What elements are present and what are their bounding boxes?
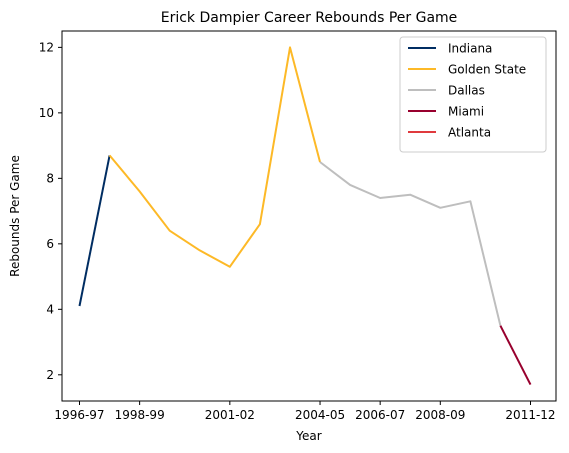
series-line-golden-state bbox=[108, 46, 321, 268]
x-axis-ticks: 1996-97 1998-99 2001-02 2004-05 2006-07 2008-… bbox=[54, 401, 556, 422]
y-tick-label: 4 bbox=[46, 302, 54, 316]
legend-label: Atlanta bbox=[448, 126, 491, 140]
plot-frame bbox=[61, 30, 557, 402]
y-axis-label: Rebounds Per Game bbox=[8, 155, 22, 277]
chart-title: Erick Dampier Career Rebounds Per Game bbox=[161, 10, 458, 26]
x-tick-label: 1996-97 bbox=[54, 408, 104, 422]
legend-label: Indiana bbox=[448, 42, 492, 56]
x-tick-label: 2006-07 bbox=[355, 408, 405, 422]
series-line-miami bbox=[499, 325, 532, 386]
legend-box bbox=[399, 36, 547, 153]
y-tick-label: 12 bbox=[39, 40, 54, 54]
series-line-dallas bbox=[319, 161, 502, 326]
x-axis-label: Year bbox=[295, 429, 321, 443]
series-line-indiana bbox=[78, 155, 111, 307]
y-tick-label: 8 bbox=[46, 171, 54, 185]
y-axis-ticks: 2 4 6 8 10 12 bbox=[39, 40, 62, 382]
y-tick-label: 2 bbox=[46, 368, 54, 382]
legend-label: Miami bbox=[448, 105, 484, 119]
y-tick-label: 10 bbox=[39, 106, 54, 120]
series-lines bbox=[78, 46, 532, 386]
legend-label: Dallas bbox=[448, 84, 485, 98]
x-tick-label: 2004-05 bbox=[295, 408, 345, 422]
x-tick-label: 2011-12 bbox=[505, 408, 555, 422]
legend-label: Golden State bbox=[448, 63, 526, 77]
x-tick-label: 2001-02 bbox=[205, 408, 255, 422]
legend: Indiana Golden State Dallas Miami Atlanta bbox=[399, 36, 547, 153]
x-tick-label: 1998-99 bbox=[115, 408, 165, 422]
y-tick-label: 6 bbox=[46, 237, 54, 251]
x-tick-label: 2008-09 bbox=[415, 408, 465, 422]
